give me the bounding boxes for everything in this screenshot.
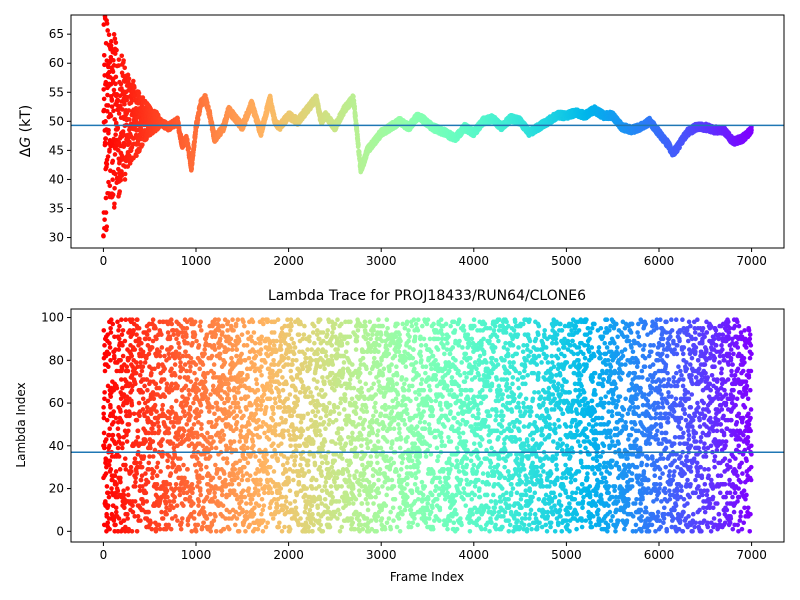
delta-g-point [101,233,106,239]
delta-g-point [116,63,121,68]
delta-g-point [118,81,124,87]
delta-g-point [112,201,117,207]
delta-g-point [113,40,119,45]
delta-g-point [110,177,115,183]
delta-g-point [116,111,122,116]
delta-g-point [102,217,107,222]
delta-g-point [127,139,132,145]
delta-g-point [356,142,361,147]
delta-g-point [122,65,128,71]
delta-g-point [102,140,108,146]
delta-g-point [103,119,108,124]
delta-g-point [113,120,119,126]
delta-g-point [114,47,119,53]
delta-g-point [122,101,127,107]
delta-g-point [121,132,127,138]
delta-g-point [103,7,108,12]
delta-g-point [189,166,194,172]
delta-g-point [115,125,121,130]
delta-g-point [122,177,128,182]
delta-g-point [113,81,118,87]
delta-g-point [103,136,109,141]
delta-g-point [109,104,115,109]
delta-g-point [112,117,118,122]
delta-g-point [353,113,358,119]
delta-g-point [113,171,118,177]
delta-g-point [113,132,118,137]
delta-g-point [105,28,110,33]
delta-g-point [195,117,201,123]
delta-g-point [140,95,146,100]
delta-g-point [108,43,114,48]
delta-g-point [110,158,116,164]
delta-g-point [185,137,190,142]
delta-g-point [134,153,139,159]
delta-g-points [101,7,754,239]
delta-g-plot-area [71,15,784,248]
delta-g-point [104,108,110,114]
delta-g-point [131,78,136,84]
delta-g-point [115,98,121,104]
delta-g-point [126,108,132,113]
delta-g-point [131,136,137,141]
delta-g-point [121,58,126,63]
delta-g-point [193,128,199,134]
delta-g-point [111,87,117,93]
delta-g-point [111,58,116,63]
delta-g-point [102,62,107,68]
delta-g-point [108,39,114,44]
delta-g-point [105,103,111,108]
delta-g-point [108,113,114,119]
delta-g-point [103,195,109,201]
delta-g-point [132,85,137,91]
delta-g-point [127,117,132,122]
delta-g-point [110,69,116,74]
delta-g-point [122,171,128,177]
delta-g-point [106,179,111,185]
delta-g-point [112,152,118,157]
delta-g-point [119,53,125,59]
delta-g-point [119,169,124,174]
delta-g-point [112,51,118,56]
delta-g-point [104,224,110,229]
delta-g-point [105,92,110,98]
delta-g-point [118,103,123,109]
delta-g-point [103,210,109,215]
delta-g-point [140,142,145,148]
delta-g-point [116,166,121,172]
delta-g-point [111,205,117,210]
delta-g-point [101,53,107,58]
delta-g-point [125,72,131,78]
delta-g-point [104,21,110,26]
delta-g-point [125,164,131,169]
delta-g-point [116,57,122,62]
delta-g-point [107,147,112,153]
delta-g-point [126,76,132,81]
delta-g-point [106,69,112,75]
delta-g-point [111,32,117,37]
delta-g-point [109,98,115,103]
delta-g-panel: 0 1000 2000 3000 4000 5000 6000 7000 3035404550… [18,7,785,268]
delta-g-point [186,145,192,151]
delta-g-point [111,108,116,114]
delta-g-point [106,32,112,38]
delta-g-point [112,186,117,191]
delta-g-point [104,161,110,167]
delta-g-point [105,154,111,159]
delta-g-point [113,74,119,80]
delta-g-point [107,183,113,189]
delta-g-point [118,177,124,183]
delta-g-point [106,127,111,133]
delta-g-point [112,36,118,42]
delta-g-point [101,96,107,102]
delta-g-point [136,90,142,96]
delta-g-point [110,192,116,198]
delta-g-point [117,189,123,194]
delta-g-point [101,87,106,92]
